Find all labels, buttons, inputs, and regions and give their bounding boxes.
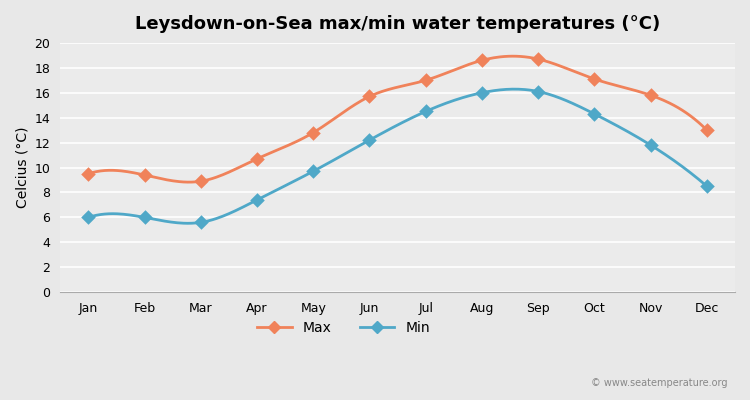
Point <box>701 127 713 133</box>
Point <box>420 108 432 115</box>
Point <box>139 214 151 220</box>
Text: © www.seatemperature.org: © www.seatemperature.org <box>591 378 728 388</box>
Point <box>251 197 263 203</box>
Point <box>364 137 376 143</box>
Point <box>82 214 94 220</box>
Point <box>532 56 544 62</box>
Point <box>195 178 207 184</box>
Point <box>476 90 488 96</box>
Point <box>532 88 544 95</box>
Legend: Max, Min: Max, Min <box>251 315 436 340</box>
Point <box>701 183 713 190</box>
Point <box>420 77 432 84</box>
Point <box>589 76 601 82</box>
Point <box>645 142 657 148</box>
Point <box>645 92 657 98</box>
Point <box>251 156 263 162</box>
Y-axis label: Celcius (°C): Celcius (°C) <box>15 127 29 208</box>
Point <box>82 170 94 177</box>
Point <box>308 168 320 174</box>
Point <box>476 57 488 64</box>
Point <box>364 93 376 100</box>
Point <box>139 172 151 178</box>
Point <box>589 111 601 117</box>
Title: Leysdown-on-Sea max/min water temperatures (°C): Leysdown-on-Sea max/min water temperatur… <box>135 15 660 33</box>
Point <box>308 130 320 136</box>
Point <box>195 219 207 226</box>
